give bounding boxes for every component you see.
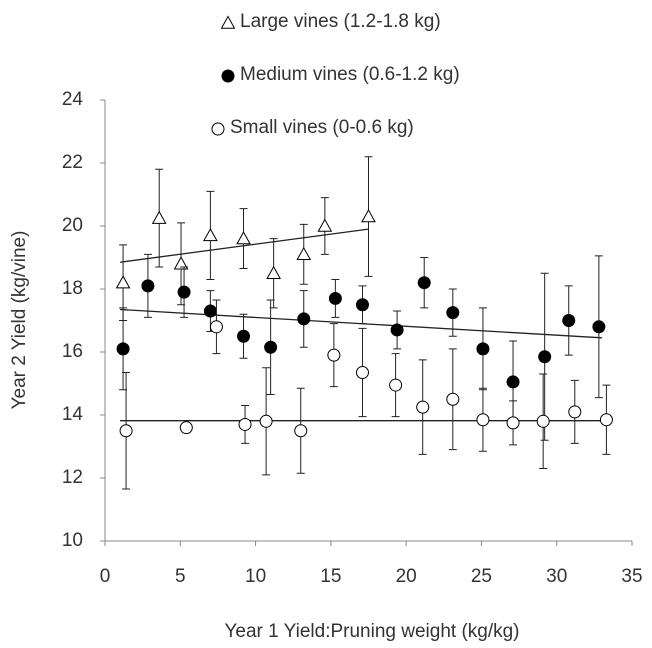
y-tick-label: 24 <box>62 89 84 110</box>
point <box>327 348 341 362</box>
y-tick-label: 16 <box>62 341 83 362</box>
point <box>179 421 193 435</box>
point <box>592 320 606 334</box>
point <box>266 265 281 279</box>
point <box>259 414 273 428</box>
point <box>355 365 369 379</box>
legend-label: Large vines (1.2-1.8 kg) <box>240 11 441 32</box>
point <box>238 417 252 431</box>
point <box>599 413 613 427</box>
trend-line <box>119 228 369 263</box>
point <box>328 291 342 305</box>
point <box>119 424 133 438</box>
point <box>536 414 550 428</box>
point <box>446 392 460 406</box>
x-tick-label: 10 <box>245 566 266 587</box>
legend-marker <box>211 122 225 136</box>
x-tick-label: 5 <box>175 566 186 587</box>
point <box>236 231 251 245</box>
y-tick-label: 14 <box>62 404 84 425</box>
x-tick-label: 30 <box>546 566 567 587</box>
y-tick-label: 10 <box>62 530 83 551</box>
point <box>297 312 311 326</box>
point <box>506 375 520 389</box>
point <box>237 329 251 343</box>
point <box>296 246 312 261</box>
point <box>562 314 576 327</box>
legend-label: Small vines (0-0.6 kg) <box>230 117 414 138</box>
point <box>264 340 278 354</box>
point <box>476 342 490 356</box>
point <box>151 210 167 224</box>
point <box>173 256 189 270</box>
point <box>506 416 520 430</box>
legend-marker <box>220 15 236 29</box>
legend-marker <box>221 69 235 83</box>
point <box>390 323 404 337</box>
point <box>209 320 223 334</box>
point <box>115 275 131 289</box>
point <box>538 350 552 364</box>
x-axis-title: Year 1 Yield:Pruning weight (kg/kg) <box>224 621 519 642</box>
y-axis-title: Year 2 Yield (kg/vine) <box>9 231 30 410</box>
point <box>416 400 430 414</box>
x-tick-label: 35 <box>621 566 642 587</box>
point <box>361 209 376 223</box>
x-tick-label: 20 <box>396 566 417 587</box>
y-tick-label: 20 <box>62 215 83 236</box>
point <box>177 285 191 299</box>
x-tick-label: 15 <box>320 566 341 587</box>
point <box>389 378 403 392</box>
point <box>568 405 582 419</box>
point <box>317 218 333 232</box>
legend-label: Medium vines (0.6-1.2 kg) <box>240 64 460 85</box>
point <box>476 413 490 427</box>
point <box>141 279 155 293</box>
x-tick-label: 25 <box>471 566 492 587</box>
point <box>446 306 460 320</box>
x-tick-label: 0 <box>100 566 111 587</box>
point <box>116 342 130 356</box>
point <box>417 276 431 290</box>
point <box>203 304 217 318</box>
point <box>203 227 218 242</box>
point <box>355 298 369 312</box>
y-tick-label: 18 <box>62 278 83 299</box>
y-tick-label: 22 <box>62 152 83 173</box>
y-tick-label: 12 <box>62 467 83 488</box>
point <box>294 424 308 438</box>
